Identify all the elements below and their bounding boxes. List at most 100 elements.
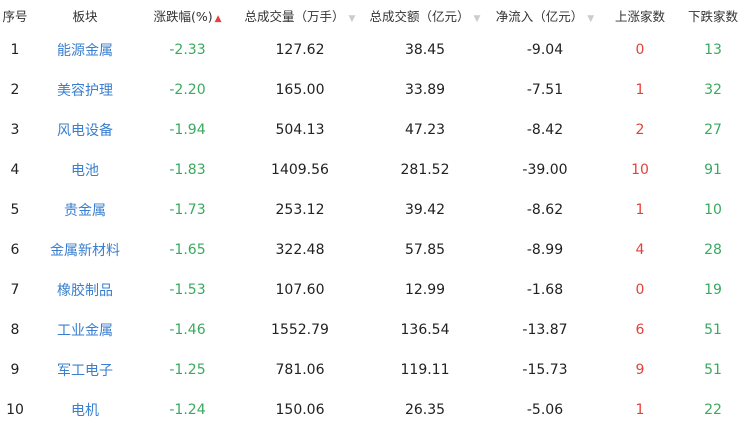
col-up-count[interactable]: 上涨家数 [614, 8, 665, 24]
sort-down-icon[interactable]: ▼ [348, 13, 356, 24]
down-count: 91 [704, 162, 722, 178]
down-count: 22 [704, 402, 722, 418]
change-value: -1.46 [169, 322, 206, 338]
net-flow-value: -9.04 [526, 42, 564, 58]
sector-name-link[interactable]: 金属新材料 [50, 243, 120, 259]
change-value: -1.94 [169, 122, 206, 138]
volume-value: 504.13 [275, 122, 325, 138]
table-row[interactable]: 1 能源金属 -2.33 127.62 38.45 -9.04 0 13 [0, 30, 751, 70]
sort-down-icon[interactable]: ▼ [473, 13, 481, 24]
net-flow-value: -15.73 [522, 362, 568, 378]
table-row[interactable]: 5 贵金属 -1.73 253.12 39.42 -8.62 1 10 [0, 190, 751, 230]
up-count: 0 [635, 42, 645, 58]
table-row[interactable]: 3 风电设备 -1.94 504.13 47.23 -8.42 2 27 [0, 110, 751, 150]
up-count: 4 [635, 242, 645, 258]
amount-value: 57.85 [404, 242, 446, 258]
sector-name-link[interactable]: 军工电子 [57, 363, 113, 379]
volume-value: 1552.79 [271, 322, 329, 338]
down-count: 51 [704, 322, 722, 338]
table-row[interactable]: 8 工业金属 -1.46 1552.79 136.54 -13.87 6 51 [0, 310, 751, 350]
net-flow-value: -7.51 [526, 82, 564, 98]
row-index: 4 [10, 162, 20, 178]
amount-value: 33.89 [404, 82, 446, 98]
volume-value: 781.06 [275, 362, 325, 378]
header-row: 序号 板块 涨跌幅(%) ▲ 总成交量（万手） ▼ 总成交额（亿元） ▼ 净流入（亿元… [0, 0, 751, 30]
volume-value: 107.60 [275, 282, 325, 298]
col-index: 序号 [2, 8, 28, 24]
table-row[interactable]: 9 军工电子 -1.25 781.06 119.11 -15.73 9 51 [0, 350, 751, 390]
row-index: 2 [10, 82, 20, 98]
sector-name-link[interactable]: 工业金属 [57, 323, 113, 339]
up-count: 9 [635, 362, 645, 378]
up-count: 10 [631, 162, 649, 178]
sector-name-link[interactable]: 风电设备 [57, 123, 113, 139]
sector-name-link[interactable]: 橡胶制品 [57, 283, 113, 299]
sort-down-icon[interactable]: ▼ [587, 13, 595, 24]
row-index: 3 [10, 122, 20, 138]
table-row[interactable]: 4 电池 -1.83 1409.56 281.52 -39.00 10 91 [0, 150, 751, 190]
change-value: -1.53 [169, 282, 206, 298]
change-value: -1.65 [169, 242, 206, 258]
change-value: -2.20 [169, 82, 206, 98]
volume-value: 165.00 [275, 82, 325, 98]
table-row[interactable]: 7 橡胶制品 -1.53 107.60 12.99 -1.68 0 19 [0, 270, 751, 310]
sector-name-link[interactable]: 电池 [71, 163, 99, 179]
col-down-count[interactable]: 下跌家数 [687, 8, 738, 24]
change-value: -1.83 [169, 162, 206, 178]
sector-name-link[interactable]: 美容护理 [57, 83, 113, 99]
net-flow-value: -8.99 [526, 242, 564, 258]
volume-value: 1409.56 [271, 162, 329, 178]
down-count: 28 [704, 242, 722, 258]
col-flow[interactable]: 净流入（亿元） ▼ [485, 0, 605, 30]
amount-value: 136.54 [400, 322, 450, 338]
net-flow-value: -8.42 [526, 122, 564, 138]
col-sector: 板块 [72, 8, 98, 24]
change-value: -1.25 [169, 362, 206, 378]
col-volume-label: 总成交量（万手） [244, 8, 345, 24]
col-flow-label: 净流入（亿元） [495, 8, 584, 24]
amount-value: 119.11 [400, 362, 450, 378]
down-count: 27 [704, 122, 722, 138]
net-flow-value: -8.62 [526, 202, 564, 218]
up-count: 6 [635, 322, 645, 338]
col-change[interactable]: 涨跌幅(%) ▲ [140, 0, 235, 30]
up-count: 1 [635, 202, 645, 218]
net-flow-value: -1.68 [526, 282, 564, 298]
up-count: 1 [635, 402, 645, 418]
sector-name-link[interactable]: 电机 [71, 403, 99, 419]
row-index: 5 [10, 202, 20, 218]
col-volume[interactable]: 总成交量（万手） ▼ [235, 0, 365, 30]
amount-value: 39.42 [404, 202, 446, 218]
amount-value: 26.35 [404, 402, 446, 418]
down-count: 13 [704, 42, 722, 58]
table-row[interactable]: 2 美容护理 -2.20 165.00 33.89 -7.51 1 32 [0, 70, 751, 110]
up-count: 1 [635, 82, 645, 98]
change-value: -1.73 [169, 202, 206, 218]
sort-up-icon[interactable]: ▲ [214, 13, 222, 24]
net-flow-value: -13.87 [522, 322, 568, 338]
col-change-label: 涨跌幅(%) [153, 8, 213, 24]
up-count: 2 [635, 122, 645, 138]
down-count: 19 [704, 282, 722, 298]
table-row[interactable]: 6 金属新材料 -1.65 322.48 57.85 -8.99 4 28 [0, 230, 751, 270]
net-flow-value: -5.06 [526, 402, 564, 418]
col-amount[interactable]: 总成交额（亿元） ▼ [365, 0, 485, 30]
amount-value: 38.45 [404, 42, 446, 58]
volume-value: 253.12 [275, 202, 325, 218]
amount-value: 47.23 [404, 122, 446, 138]
volume-value: 127.62 [275, 42, 325, 58]
up-count: 0 [635, 282, 645, 298]
sector-name-link[interactable]: 能源金属 [57, 43, 113, 59]
amount-value: 281.52 [400, 162, 450, 178]
net-flow-value: -39.00 [522, 162, 568, 178]
row-index: 1 [10, 42, 20, 58]
row-index: 10 [6, 402, 24, 418]
row-index: 9 [10, 362, 20, 378]
down-count: 10 [704, 202, 722, 218]
table-row[interactable]: 10 电机 -1.24 150.06 26.35 -5.06 1 22 [0, 390, 751, 430]
change-value: -2.33 [169, 42, 206, 58]
volume-value: 322.48 [275, 242, 325, 258]
row-index: 6 [10, 242, 20, 258]
sector-name-link[interactable]: 贵金属 [64, 203, 106, 219]
